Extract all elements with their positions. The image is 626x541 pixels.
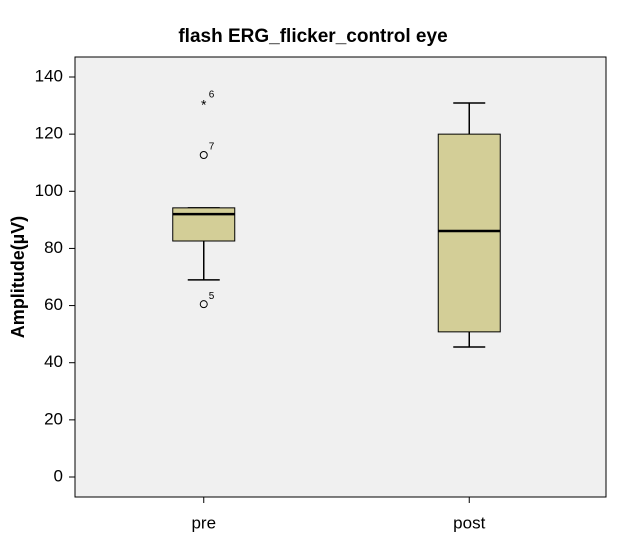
y-tick-label: 40 (44, 352, 63, 371)
box (437, 133, 501, 333)
outlier-marker (199, 300, 208, 309)
y-tick-label: 100 (35, 181, 63, 200)
y-tick-label: 80 (44, 238, 63, 257)
y-tick-label: 140 (35, 66, 63, 85)
y-tick-label: 0 (54, 466, 63, 485)
y-tick-label: 120 (35, 124, 63, 143)
y-axis-label: Amplitude(µV) (8, 216, 28, 338)
outlier-label: 6 (209, 90, 215, 101)
x-tick-label: pre (191, 513, 216, 532)
outlier-label: 7 (209, 142, 215, 153)
box (172, 207, 236, 242)
extreme-marker: * (201, 97, 207, 113)
chart-title: flash ERG_flicker_control eye (178, 26, 447, 47)
x-tick-label: post (453, 513, 485, 532)
plot-area (74, 56, 607, 498)
outlier-label: 5 (209, 291, 215, 302)
y-tick-label: 60 (44, 295, 63, 314)
y-tick-label: 20 (44, 409, 63, 428)
outlier-marker (199, 151, 208, 159)
